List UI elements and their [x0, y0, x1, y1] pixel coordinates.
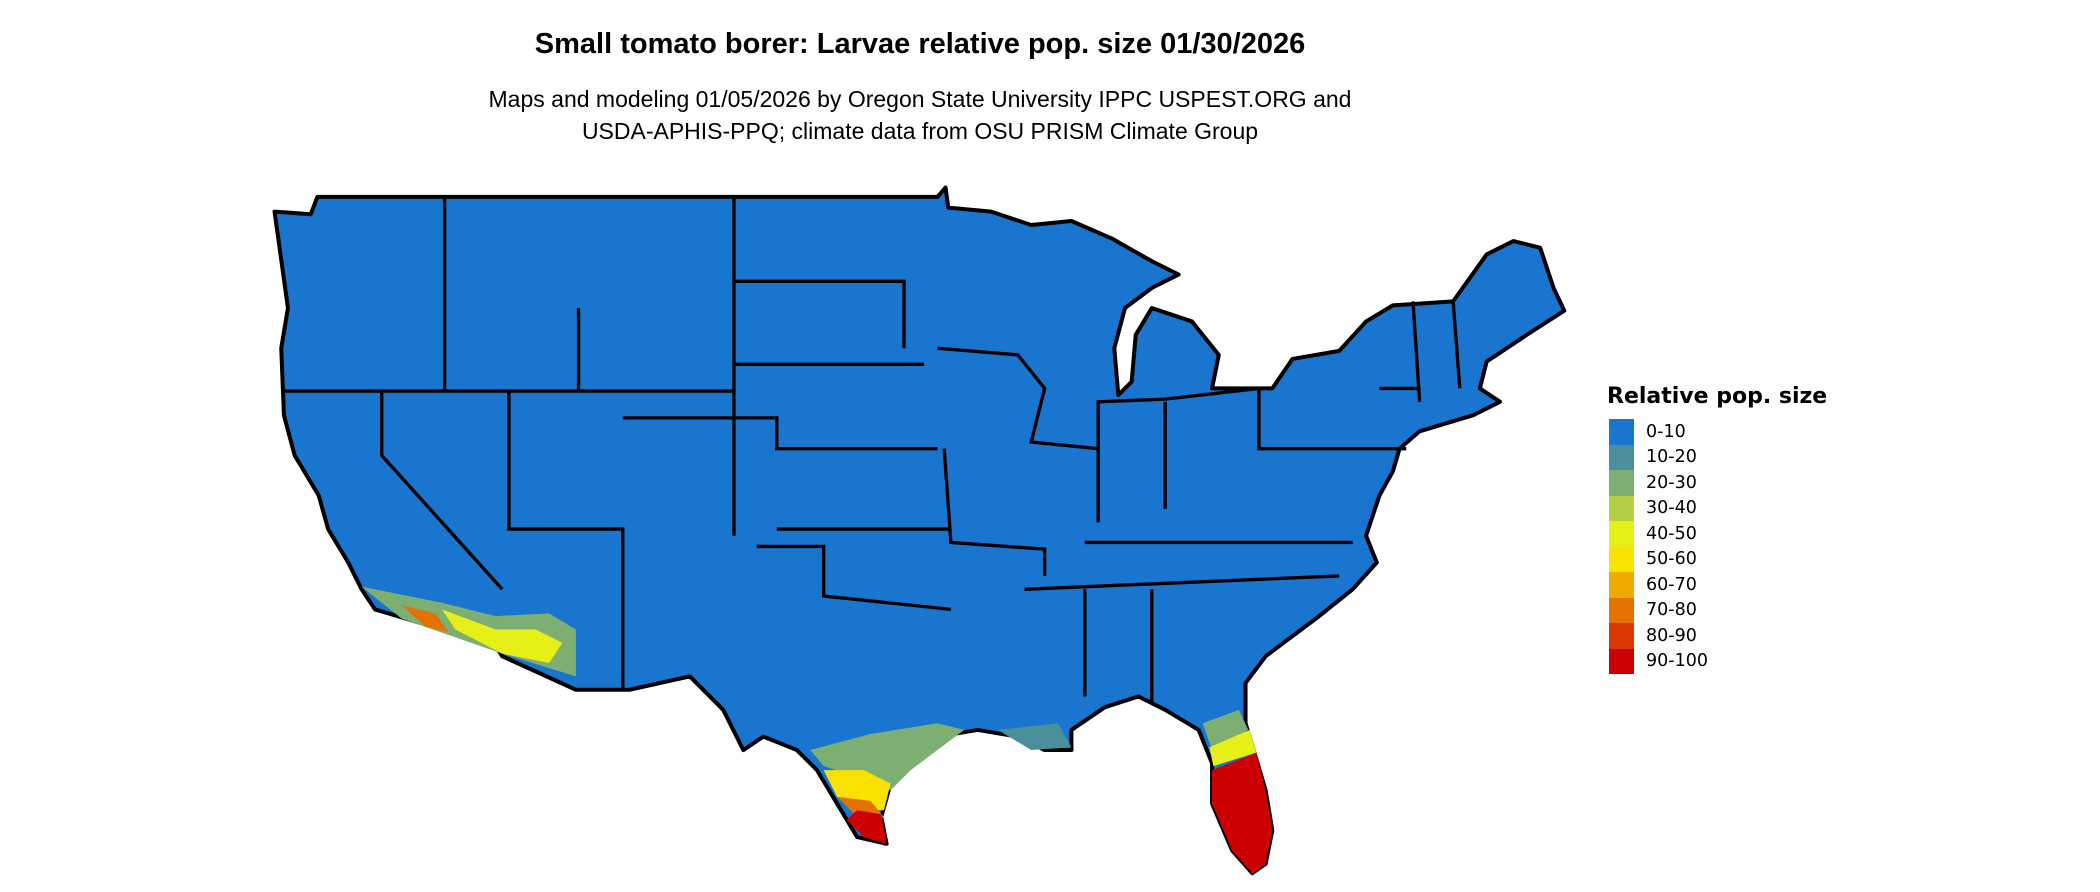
legend-swatch [1609, 572, 1634, 598]
legend-item: 90-100 [1609, 648, 1827, 674]
legend-title: Relative pop. size [1607, 384, 1828, 409]
zone-20-30-fl [1202, 709, 1249, 751]
legend-swatch [1609, 470, 1634, 496]
legend-items: 0-10 10-20 20-30 30-40 40-50 50-60 60-70 70-80 8… [1609, 419, 1827, 674]
map-subtitle-line2: USDA-APHIS-PPQ; climate data from OSU PR… [581, 118, 1259, 144]
legend: Relative pop. size 0-10 10-20 20-30 30-40 40… [1607, 384, 1828, 674]
legend-label: 70-80 [1646, 600, 1697, 621]
legend-label: 40-50 [1646, 523, 1697, 544]
legend-label: 80-90 [1646, 625, 1697, 646]
legend-item: 10-20 [1609, 444, 1827, 470]
legend-item: 60-70 [1609, 572, 1827, 598]
zone-20-30-gulf [997, 723, 1072, 751]
legend-label: 10-20 [1646, 447, 1697, 468]
zone-70-80-ca [401, 605, 449, 633]
zone-90-100-fl [1212, 752, 1273, 874]
legend-item: 0-10 [1609, 419, 1827, 445]
zone-40-50-fl [1209, 729, 1257, 767]
legend-label: 30-40 [1646, 498, 1697, 519]
legend-item: 20-30 [1609, 470, 1827, 496]
legend-swatch [1609, 623, 1634, 649]
legend-label: 90-100 [1646, 651, 1708, 672]
zone-40-50 [441, 609, 563, 663]
legend-swatch [1609, 495, 1634, 521]
legend-swatch [1609, 419, 1634, 445]
legend-swatch [1609, 546, 1634, 572]
legend-label: 20-30 [1646, 472, 1697, 493]
legend-label: 60-70 [1646, 574, 1697, 595]
legend-item: 30-40 [1609, 495, 1827, 521]
legend-swatch [1609, 648, 1634, 674]
legend-label: 50-60 [1646, 549, 1697, 570]
zone-90-100-tx [846, 810, 887, 844]
legend-item: 80-90 [1609, 623, 1827, 649]
legend-label: 0-10 [1646, 421, 1686, 442]
legend-item: 50-60 [1609, 546, 1827, 572]
risk-zones [361, 586, 1273, 874]
legend-item: 70-80 [1609, 597, 1827, 623]
zone-50-60-tx [823, 770, 891, 811]
map-title: Small tomato borer: Larvae relative pop.… [534, 28, 1306, 60]
legend-swatch [1609, 521, 1634, 547]
legend-item: 40-50 [1609, 521, 1827, 547]
map-subtitle-line1: Maps and modeling 01/05/2026 by Oregon S… [488, 86, 1352, 112]
legend-swatch [1609, 597, 1634, 623]
legend-swatch [1609, 444, 1634, 470]
state-borders [283, 196, 1462, 704]
